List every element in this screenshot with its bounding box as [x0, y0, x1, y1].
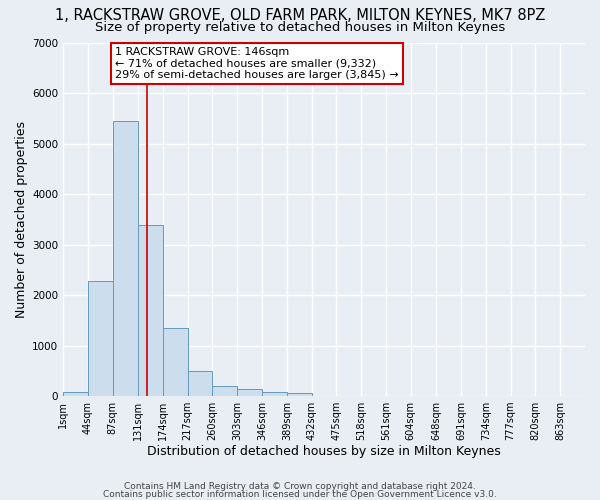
Bar: [163, 328, 188, 396]
Text: 1, RACKSTRAW GROVE, OLD FARM PARK, MILTON KEYNES, MK7 8PZ: 1, RACKSTRAW GROVE, OLD FARM PARK, MILTO…: [55, 8, 545, 22]
Bar: [88, 281, 113, 396]
Bar: [63, 392, 88, 396]
Bar: [113, 121, 137, 396]
X-axis label: Distribution of detached houses by size in Milton Keynes: Distribution of detached houses by size …: [147, 444, 501, 458]
Bar: [262, 392, 287, 396]
Bar: [212, 386, 237, 396]
Text: Contains HM Land Registry data © Crown copyright and database right 2024.: Contains HM Land Registry data © Crown c…: [124, 482, 476, 491]
Y-axis label: Number of detached properties: Number of detached properties: [15, 121, 28, 318]
Text: 1 RACKSTRAW GROVE: 146sqm
← 71% of detached houses are smaller (9,332)
29% of se: 1 RACKSTRAW GROVE: 146sqm ← 71% of detac…: [115, 47, 398, 80]
Text: Size of property relative to detached houses in Milton Keynes: Size of property relative to detached ho…: [95, 21, 505, 34]
Bar: [237, 390, 262, 396]
Bar: [287, 393, 311, 396]
Bar: [188, 372, 212, 396]
Bar: [138, 225, 163, 396]
Text: Contains public sector information licensed under the Open Government Licence v3: Contains public sector information licen…: [103, 490, 497, 499]
